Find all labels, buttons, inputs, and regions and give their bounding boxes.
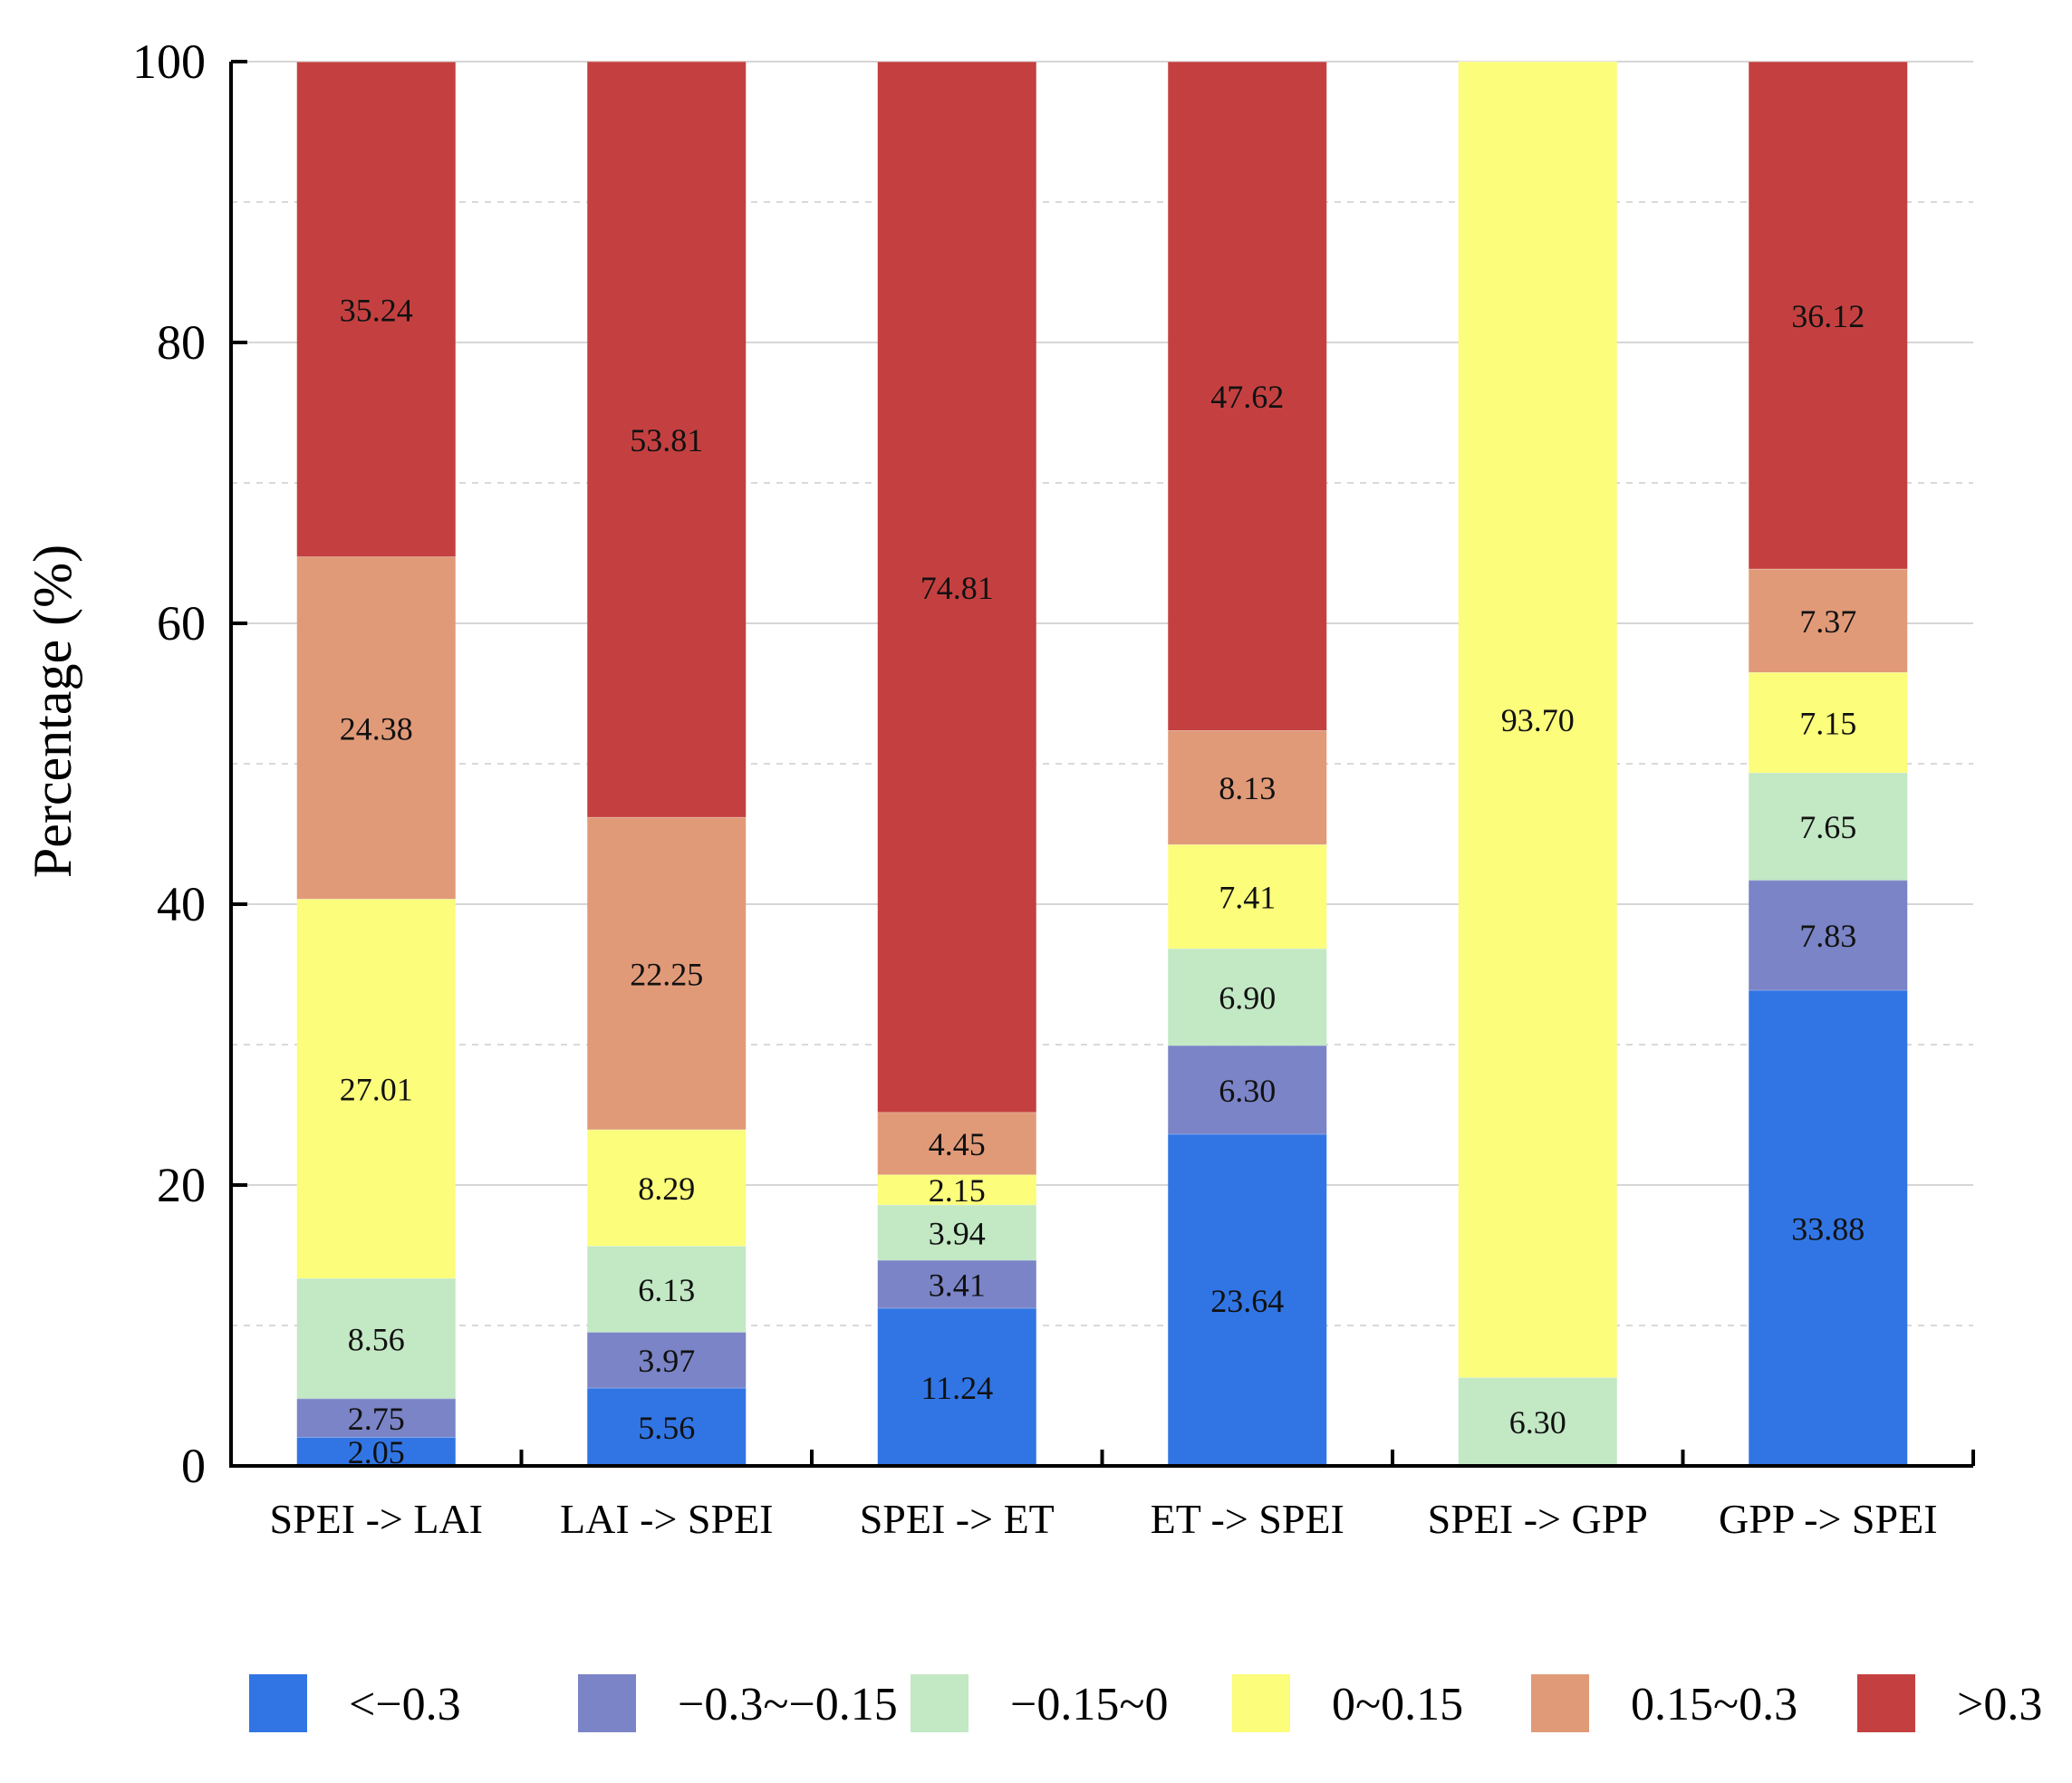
bar-segment — [296, 1398, 456, 1438]
data-label: 8.29 — [638, 1171, 695, 1207]
data-label: 47.62 — [1210, 379, 1284, 415]
data-label: 33.88 — [1791, 1210, 1865, 1247]
bar-segment — [877, 1174, 1036, 1205]
data-label: 4.45 — [929, 1126, 986, 1162]
legend-label: −0.15~0 — [1010, 1679, 1168, 1730]
legend-swatch — [1232, 1674, 1290, 1732]
x-tick-label: LAI -> SPEI — [560, 1496, 773, 1542]
bar-segment — [1458, 62, 1617, 1378]
bar-segment — [877, 1112, 1036, 1175]
data-label: 5.56 — [638, 1410, 695, 1446]
x-tick-label: SPEI -> ET — [860, 1496, 1055, 1542]
data-label: 53.81 — [630, 422, 703, 458]
y-tick-label: 80 — [157, 315, 206, 370]
bar-segment — [877, 1307, 1036, 1466]
axes: SPEI -> LAI LAI -> SPEI SPEI -> ET ET -> SP… — [132, 34, 1975, 1542]
y-tick-label: 0 — [181, 1439, 206, 1493]
data-label: 7.83 — [1799, 918, 1856, 954]
legend-label: −0.3~−0.15 — [678, 1679, 898, 1730]
data-label: 8.13 — [1219, 770, 1276, 806]
legend-swatch — [1857, 1674, 1915, 1732]
bar-segment — [1749, 880, 1908, 990]
bar-segment — [1168, 948, 1327, 1046]
data-label: 6.30 — [1219, 1073, 1276, 1109]
data-label: 7.41 — [1219, 880, 1276, 916]
data-label: 7.65 — [1799, 809, 1856, 845]
data-label: 22.25 — [630, 956, 703, 992]
x-tick-label: ET -> SPEI — [1151, 1496, 1344, 1542]
x-tick-label: GPP -> SPEI — [1719, 1496, 1938, 1542]
bar-segment — [296, 899, 456, 1278]
bar-segment — [587, 1129, 747, 1247]
bar-segment — [1749, 989, 1908, 1466]
data-label: 2.75 — [348, 1401, 405, 1437]
data-label: 24.38 — [340, 710, 413, 747]
data-label: 8.56 — [348, 1321, 405, 1357]
data-label: 3.94 — [929, 1215, 986, 1251]
data-label: 7.15 — [1799, 706, 1856, 742]
legend-label: 0.15~0.3 — [1631, 1679, 1797, 1730]
bar-segment — [877, 62, 1036, 1113]
bar-segment — [877, 1259, 1036, 1308]
bar-segment — [296, 62, 456, 557]
legend-swatch — [249, 1674, 307, 1732]
legend-swatch — [911, 1674, 969, 1732]
data-label: 27.01 — [340, 1072, 413, 1108]
bar-segment — [587, 1387, 747, 1466]
data-label: 6.90 — [1219, 979, 1276, 1016]
bar-segment — [1749, 568, 1908, 673]
data-label: 11.24 — [920, 1370, 993, 1406]
bar-segment — [1168, 1045, 1327, 1134]
bar-segment — [1168, 1133, 1327, 1466]
bar-segment — [296, 556, 456, 900]
data-label: 36.12 — [1791, 298, 1865, 334]
bar-segment — [296, 1437, 456, 1466]
legend-label: <−0.3 — [349, 1679, 461, 1730]
bars — [296, 61, 1908, 1466]
data-label: 3.41 — [929, 1267, 986, 1303]
data-label: 23.64 — [1210, 1283, 1284, 1319]
data-labels: 2.052.758.5627.0124.3835.245.563.976.138… — [340, 292, 1865, 1470]
bar-segment — [1168, 730, 1327, 845]
y-tick-label: 40 — [157, 877, 206, 931]
data-label: 6.13 — [638, 1272, 695, 1308]
data-label: 35.24 — [340, 292, 413, 328]
bar-segment — [1168, 62, 1327, 731]
legend: <−0.3 −0.3~−0.15 −0.15~0 0~0.15 0.15~0.3 >0.3 — [249, 1674, 2042, 1732]
data-label: 7.37 — [1799, 603, 1856, 640]
bar-segment — [1749, 672, 1908, 773]
gridlines — [231, 61, 1973, 1326]
bar-segment — [587, 1246, 747, 1333]
x-tick-label: SPEI -> LAI — [270, 1496, 483, 1542]
bar-segment — [1458, 1377, 1617, 1466]
legend-label: >0.3 — [1957, 1679, 2042, 1730]
data-label: 74.81 — [920, 570, 994, 606]
data-label: 6.30 — [1509, 1404, 1566, 1441]
data-label: 2.15 — [929, 1172, 986, 1209]
y-tick-label: 100 — [132, 34, 206, 89]
y-axis-title: Percentage (%) — [23, 545, 82, 878]
y-tick-label: 60 — [157, 596, 206, 651]
x-tick-label: SPEI -> GPP — [1428, 1496, 1648, 1542]
y-tick-label: 20 — [157, 1158, 206, 1212]
bar-segment — [587, 1332, 747, 1388]
bar-segment — [587, 816, 747, 1130]
legend-label: 0~0.15 — [1332, 1679, 1463, 1730]
bar-segment — [296, 1277, 456, 1399]
bar-segment — [1749, 772, 1908, 881]
legend-swatch — [1531, 1674, 1589, 1732]
data-label: 3.97 — [638, 1343, 695, 1379]
legend-swatch — [578, 1674, 636, 1732]
bar-segment — [587, 61, 747, 817]
bar-segment — [877, 1204, 1036, 1260]
bar-segment — [1749, 62, 1908, 569]
data-label: 93.70 — [1501, 702, 1575, 738]
bar-segment — [1168, 844, 1327, 949]
